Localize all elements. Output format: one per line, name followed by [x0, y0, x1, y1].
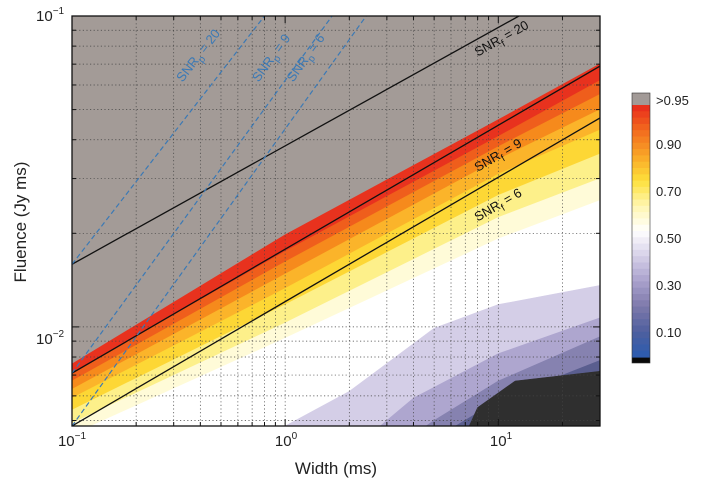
colorbar-segment: [632, 218, 650, 226]
snr-peak-line-5: [72, 16, 367, 426]
colorbar-segment: [632, 105, 650, 112]
colorbar-segment: [632, 224, 650, 232]
colorbar-segment: [632, 142, 650, 150]
colorbar-segment: [632, 275, 650, 282]
colorbar-segment: [632, 294, 650, 301]
colorbar-label-070: 0.70: [656, 184, 681, 199]
colorbar-segment: [632, 168, 650, 175]
heatmap-plot-area: [72, 16, 600, 426]
colorbar-segment: [632, 312, 650, 320]
colorbar-frame: [631, 92, 651, 364]
colorbar-segment: [632, 287, 650, 295]
colorbar: >0.95 0.90 0.70 0.50 0.30 0.10: [631, 92, 689, 364]
snr-fluence-line-1: [72, 65, 600, 374]
colorbar-segment: [632, 149, 650, 156]
snr-peak-line-4: [72, 16, 333, 374]
colorbar-segment: [632, 193, 650, 201]
colorbar-label-050: 0.50: [656, 231, 681, 246]
colorbar-segment: [632, 199, 650, 207]
colorbar-segment: [632, 180, 650, 188]
colorbar-segment: [632, 300, 650, 308]
x-tick-label-1: 10−1: [58, 431, 87, 450]
colorbar-segment: [632, 243, 650, 251]
snr-fluence-line-2: [72, 117, 600, 426]
colorbar-label-090: 0.90: [656, 137, 681, 152]
colorbar-segment: [632, 212, 650, 219]
colorbar-segment: [632, 231, 650, 238]
colorbar-under-swatch: [632, 357, 650, 363]
axis-ticks: [71, 15, 601, 426]
colorbar-segment: [632, 186, 650, 194]
colorbar-segment: [632, 130, 650, 138]
colorbar-segment: [632, 123, 650, 131]
colorbar-segment: [632, 174, 650, 182]
x-axis-title: Width (ms): [295, 459, 377, 478]
colorbar-segment: [632, 249, 650, 257]
colorbar-segment: [632, 205, 650, 213]
grid: [72, 16, 600, 426]
colorbar-label-030: 0.30: [656, 278, 681, 293]
colorbar-segment: [632, 306, 650, 314]
colorbar-segment: [632, 262, 650, 270]
colorbar-segment: [632, 350, 650, 358]
y-axis-title: Fluence (Jy ms): [11, 162, 30, 283]
colorbar-segment: [632, 325, 650, 333]
colorbar-segment: [632, 281, 650, 289]
colorbar-label-010: 0.10: [656, 325, 681, 340]
snr-fluence-line-0: [72, 16, 520, 265]
plot-frame: [71, 15, 601, 427]
colorbar-segment: [632, 155, 650, 163]
colorbar-segment: [632, 319, 650, 327]
x-tick-label-3: 101: [490, 431, 513, 450]
colorbar-segment: [632, 117, 650, 125]
y-tick-label-2: 10−1: [36, 6, 65, 25]
colorbar-segment: [632, 161, 650, 169]
y-tick-label-1: 10−2: [36, 329, 65, 348]
colorbar-segment: [632, 338, 650, 345]
region-level-0_05: [468, 370, 600, 426]
x-tick-label-2: 100: [275, 431, 298, 450]
colorbar-segment: [632, 237, 650, 245]
colorbar-segment: [632, 256, 650, 264]
colorbar-segment: [632, 111, 650, 119]
colorbar-label-max: >0.95: [656, 93, 689, 108]
colorbar-segment: [632, 331, 650, 339]
colorbar-segment: [632, 268, 650, 276]
snr-peak-line-3: [72, 16, 265, 265]
colorbar-segment: [632, 136, 650, 144]
colorbar-over-swatch: [632, 93, 650, 105]
colorbar-segment: [632, 344, 650, 352]
